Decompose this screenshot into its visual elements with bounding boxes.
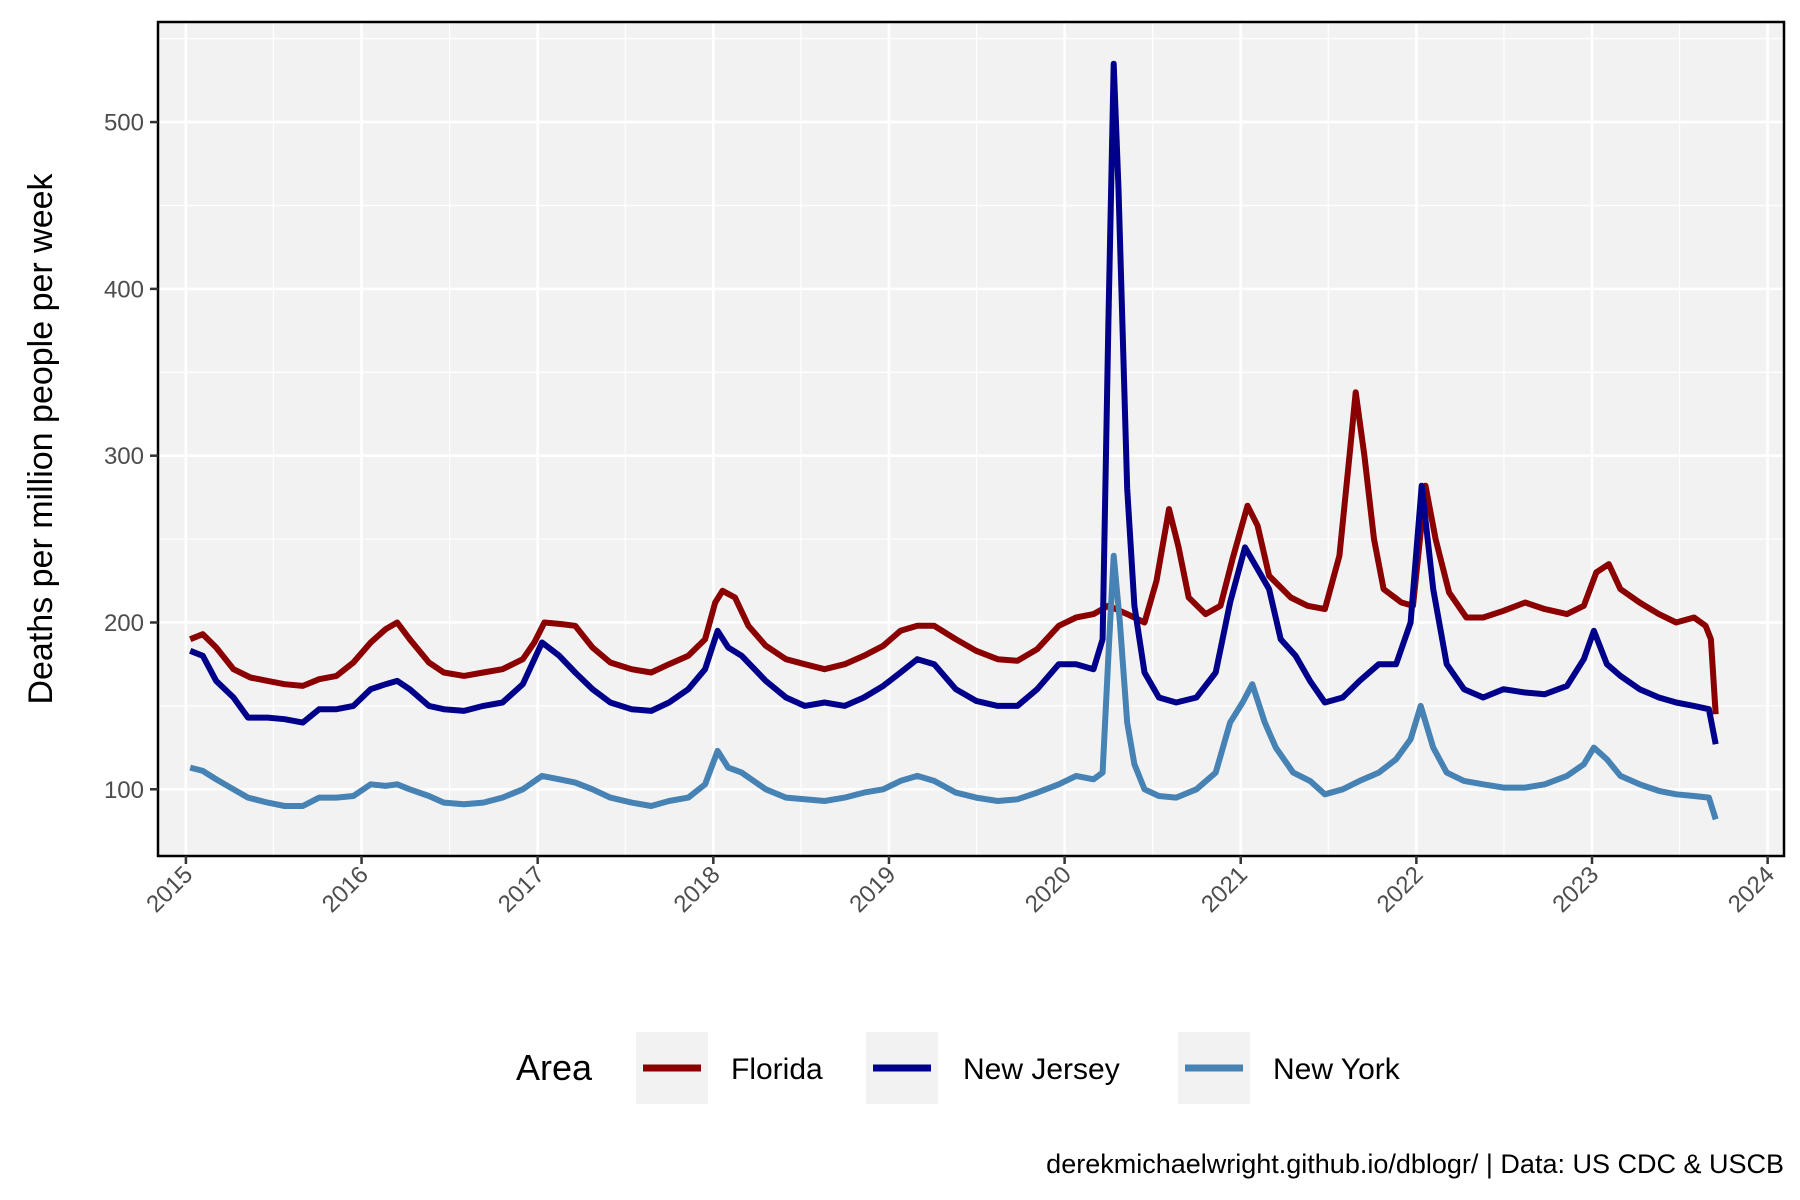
y-tick-label: 100 [104, 777, 144, 804]
x-tick-label: 2016 [317, 861, 374, 918]
y-tick-label: 500 [104, 110, 144, 137]
plot-panel [158, 22, 1784, 856]
x-tick-label: 2018 [669, 861, 726, 918]
y-axis: 100 200 300 400 500 [104, 110, 158, 804]
plot-border [156, 20, 1786, 858]
x-tick-label: 2015 [141, 861, 198, 918]
caption: derekmichaelwright.github.io/dblogr/ | D… [1046, 1149, 1784, 1179]
y-tick-label: 300 [104, 443, 144, 470]
y-tick-label: 200 [104, 610, 144, 637]
legend-label-florida: Florida [731, 1053, 823, 1086]
series-line-new-jersey [189, 60, 1719, 745]
legend-item-florida: Florida [636, 1032, 823, 1104]
legend-item-new-jersey: New Jersey [866, 1032, 1120, 1104]
series-layer [189, 60, 1719, 821]
x-tick-label: 2022 [1372, 861, 1429, 918]
series-line-new-york [189, 552, 1719, 821]
x-tick-label: 2020 [1020, 861, 1077, 918]
x-tick-label: 2021 [1196, 861, 1253, 918]
legend-label-new-jersey: New Jersey [963, 1053, 1120, 1086]
y-tick-label: 400 [104, 276, 144, 303]
legend: Area Florida New Jersey New York [516, 1032, 1401, 1104]
x-tick-label: 2023 [1547, 861, 1604, 918]
x-tick-label: 2019 [844, 861, 901, 918]
x-tick-label: 2024 [1723, 861, 1780, 918]
series-line-florida [189, 389, 1719, 715]
y-axis-title: Deaths per million people per week [22, 172, 60, 704]
legend-item-new-york: New York [1178, 1032, 1401, 1104]
legend-title: Area [516, 1047, 593, 1088]
x-axis: 2015 2016 2017 2018 2019 2020 2021 2022 2023 2024 [141, 856, 1780, 918]
x-tick-label: 2017 [493, 861, 550, 918]
legend-label-new-york: New York [1273, 1053, 1401, 1086]
grid-minor [158, 22, 1784, 856]
